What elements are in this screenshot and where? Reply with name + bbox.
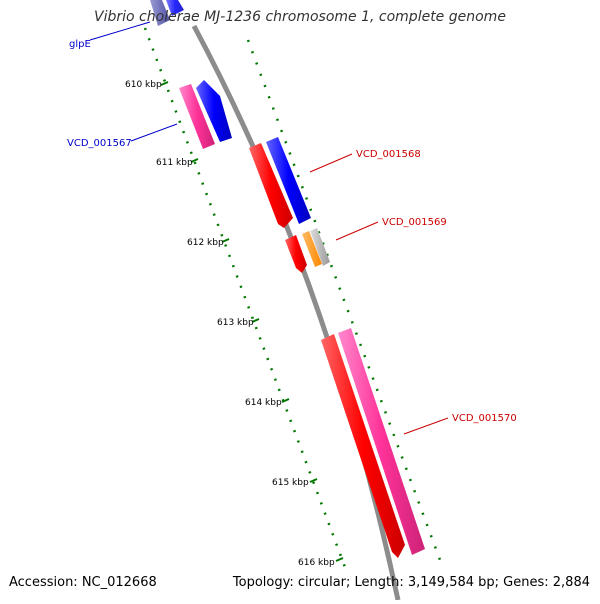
gene-vcd-001569-red: [285, 235, 307, 273]
gene-label-vcd-001567: VCD_001567: [67, 138, 132, 149]
tick-label: 615 kbp: [272, 478, 309, 488]
tick-mark: [281, 398, 290, 403]
gene-vcd-001568-red: [249, 143, 293, 228]
label-leaders: [89, 21, 449, 435]
gene-label-vcd-001570: VCD_001570: [452, 413, 517, 424]
map-title: Vibrio cholerae MJ-1236 chromosome 1, co…: [94, 9, 506, 25]
gene-vcd-001570-red: [321, 334, 405, 558]
leader-vcd-001568: [309, 153, 353, 173]
tick-mark: [251, 318, 260, 323]
gene-features: [150, 0, 425, 558]
leader-glpe: [89, 21, 151, 41]
gene-vcd-001567: [179, 84, 215, 149]
tick-label: 610 kbp: [125, 80, 162, 90]
gene-vcd-001570-pink: [338, 328, 425, 555]
gene-glpe: [150, 0, 170, 26]
tick-mark: [309, 478, 318, 483]
gene-labels: glpE VCD_001567 VCD_001568 VCD_001569 VC…: [67, 39, 517, 424]
leader-vcd-001567: [130, 123, 178, 142]
tick-label: 611 kbp: [156, 158, 193, 168]
tick-mark: [221, 238, 230, 243]
tick-label: 614 kbp: [245, 398, 282, 408]
chromosome-backbone: [191, 24, 401, 601]
tick-mark: [160, 81, 169, 86]
tick-label: 612 kbp: [187, 238, 224, 248]
gene-top-blue: [166, 0, 184, 16]
gene-label-vcd-001569: VCD_001569: [382, 217, 447, 228]
tick-mark: [190, 158, 199, 163]
gene-label-glpe: glpE: [69, 39, 91, 50]
gene-vcd-001569-gray: [310, 228, 330, 266]
tick-label: 616 kbp: [298, 558, 335, 568]
gene-vcd-001569-orange: [302, 231, 322, 267]
gene-label-vcd-001568: VCD_001568: [356, 149, 421, 160]
tick-label: 613 kbp: [217, 318, 254, 328]
gene-blue-567: [196, 80, 232, 142]
leader-vcd-001569: [335, 221, 379, 241]
tick-mark: [335, 557, 344, 562]
leader-vcd-001570: [403, 417, 449, 435]
tick-labels: 610 kbp 611 kbp 612 kbp 613 kbp 614 kbp …: [125, 80, 335, 568]
right-ruler: [246, 39, 442, 561]
accession-text: Accession: NC_012668: [9, 575, 157, 590]
tick-marks: [160, 81, 344, 562]
genome-summary-text: Topology: circular; Length: 3,149,584 bp…: [232, 575, 590, 590]
gene-vcd-001568-blue: [266, 137, 311, 224]
